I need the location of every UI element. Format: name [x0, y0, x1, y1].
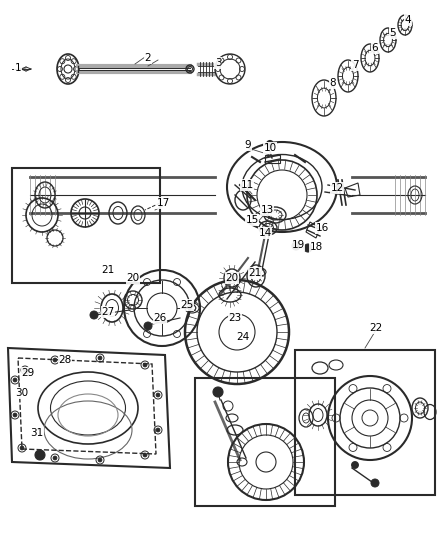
Bar: [295, 350, 435, 495]
Text: 29: 29: [21, 368, 35, 378]
Text: 21: 21: [101, 265, 115, 275]
Circle shape: [98, 356, 102, 360]
Text: 24: 24: [237, 332, 250, 342]
Circle shape: [23, 368, 27, 372]
Text: 3: 3: [215, 58, 221, 68]
Circle shape: [352, 462, 358, 469]
Text: 26: 26: [153, 313, 166, 323]
Circle shape: [20, 446, 24, 450]
Text: 10: 10: [263, 143, 276, 153]
Text: 6: 6: [372, 43, 378, 53]
Text: 17: 17: [156, 198, 170, 208]
Text: 12: 12: [330, 183, 344, 193]
Text: 31: 31: [30, 428, 44, 438]
Circle shape: [53, 456, 57, 460]
Text: 23: 23: [228, 313, 242, 323]
Bar: [12, 168, 160, 283]
Text: 4: 4: [405, 15, 411, 25]
Text: 16: 16: [315, 223, 328, 233]
Circle shape: [13, 413, 17, 417]
Circle shape: [144, 322, 152, 330]
Bar: [265, 155, 280, 163]
Circle shape: [143, 453, 147, 457]
Text: 14: 14: [258, 228, 272, 238]
Circle shape: [98, 458, 102, 462]
Text: 1: 1: [15, 63, 21, 73]
Text: 5: 5: [390, 28, 396, 38]
Text: 7: 7: [352, 60, 358, 70]
Circle shape: [90, 311, 98, 319]
Text: 27: 27: [101, 307, 115, 317]
Circle shape: [143, 363, 147, 367]
Circle shape: [156, 393, 160, 397]
Text: 19: 19: [291, 240, 304, 250]
Text: 20: 20: [127, 273, 140, 283]
Text: 20: 20: [226, 273, 239, 283]
Text: 18: 18: [309, 242, 323, 252]
Text: 22: 22: [369, 323, 383, 333]
Text: 13: 13: [260, 205, 274, 215]
Circle shape: [156, 428, 160, 432]
Circle shape: [304, 244, 312, 252]
Text: 28: 28: [58, 355, 72, 365]
Circle shape: [371, 479, 379, 487]
Bar: [195, 378, 335, 506]
Text: 30: 30: [15, 388, 28, 398]
Text: 8: 8: [330, 78, 336, 88]
Circle shape: [35, 450, 45, 460]
Text: 21: 21: [248, 268, 261, 278]
Text: 11: 11: [240, 180, 254, 190]
Circle shape: [292, 242, 300, 250]
Circle shape: [213, 387, 223, 397]
Circle shape: [13, 378, 17, 382]
Text: 2: 2: [145, 53, 151, 63]
Circle shape: [53, 358, 57, 362]
Text: 15: 15: [245, 215, 258, 225]
Circle shape: [266, 141, 273, 148]
Text: 25: 25: [180, 300, 194, 310]
Text: 9: 9: [245, 140, 251, 150]
